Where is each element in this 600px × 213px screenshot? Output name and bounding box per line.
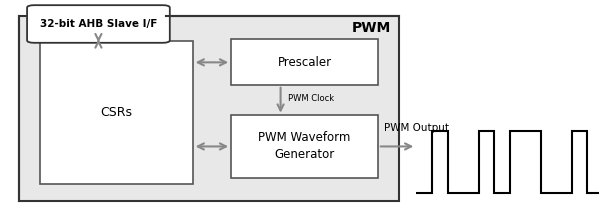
Text: 32-bit AHB Slave I/F: 32-bit AHB Slave I/F bbox=[40, 19, 157, 29]
Text: Prescaler: Prescaler bbox=[277, 56, 332, 69]
Text: PWM: PWM bbox=[352, 21, 391, 35]
FancyBboxPatch shape bbox=[27, 5, 170, 43]
Bar bbox=[232, 39, 377, 85]
Bar bbox=[232, 115, 377, 178]
Bar bbox=[19, 16, 398, 201]
Text: PWM Clock: PWM Clock bbox=[289, 94, 334, 103]
Bar bbox=[40, 41, 193, 184]
Text: PWM Waveform
Generator: PWM Waveform Generator bbox=[258, 131, 350, 161]
Text: PWM Output: PWM Output bbox=[383, 122, 449, 132]
Text: CSRs: CSRs bbox=[100, 106, 133, 119]
